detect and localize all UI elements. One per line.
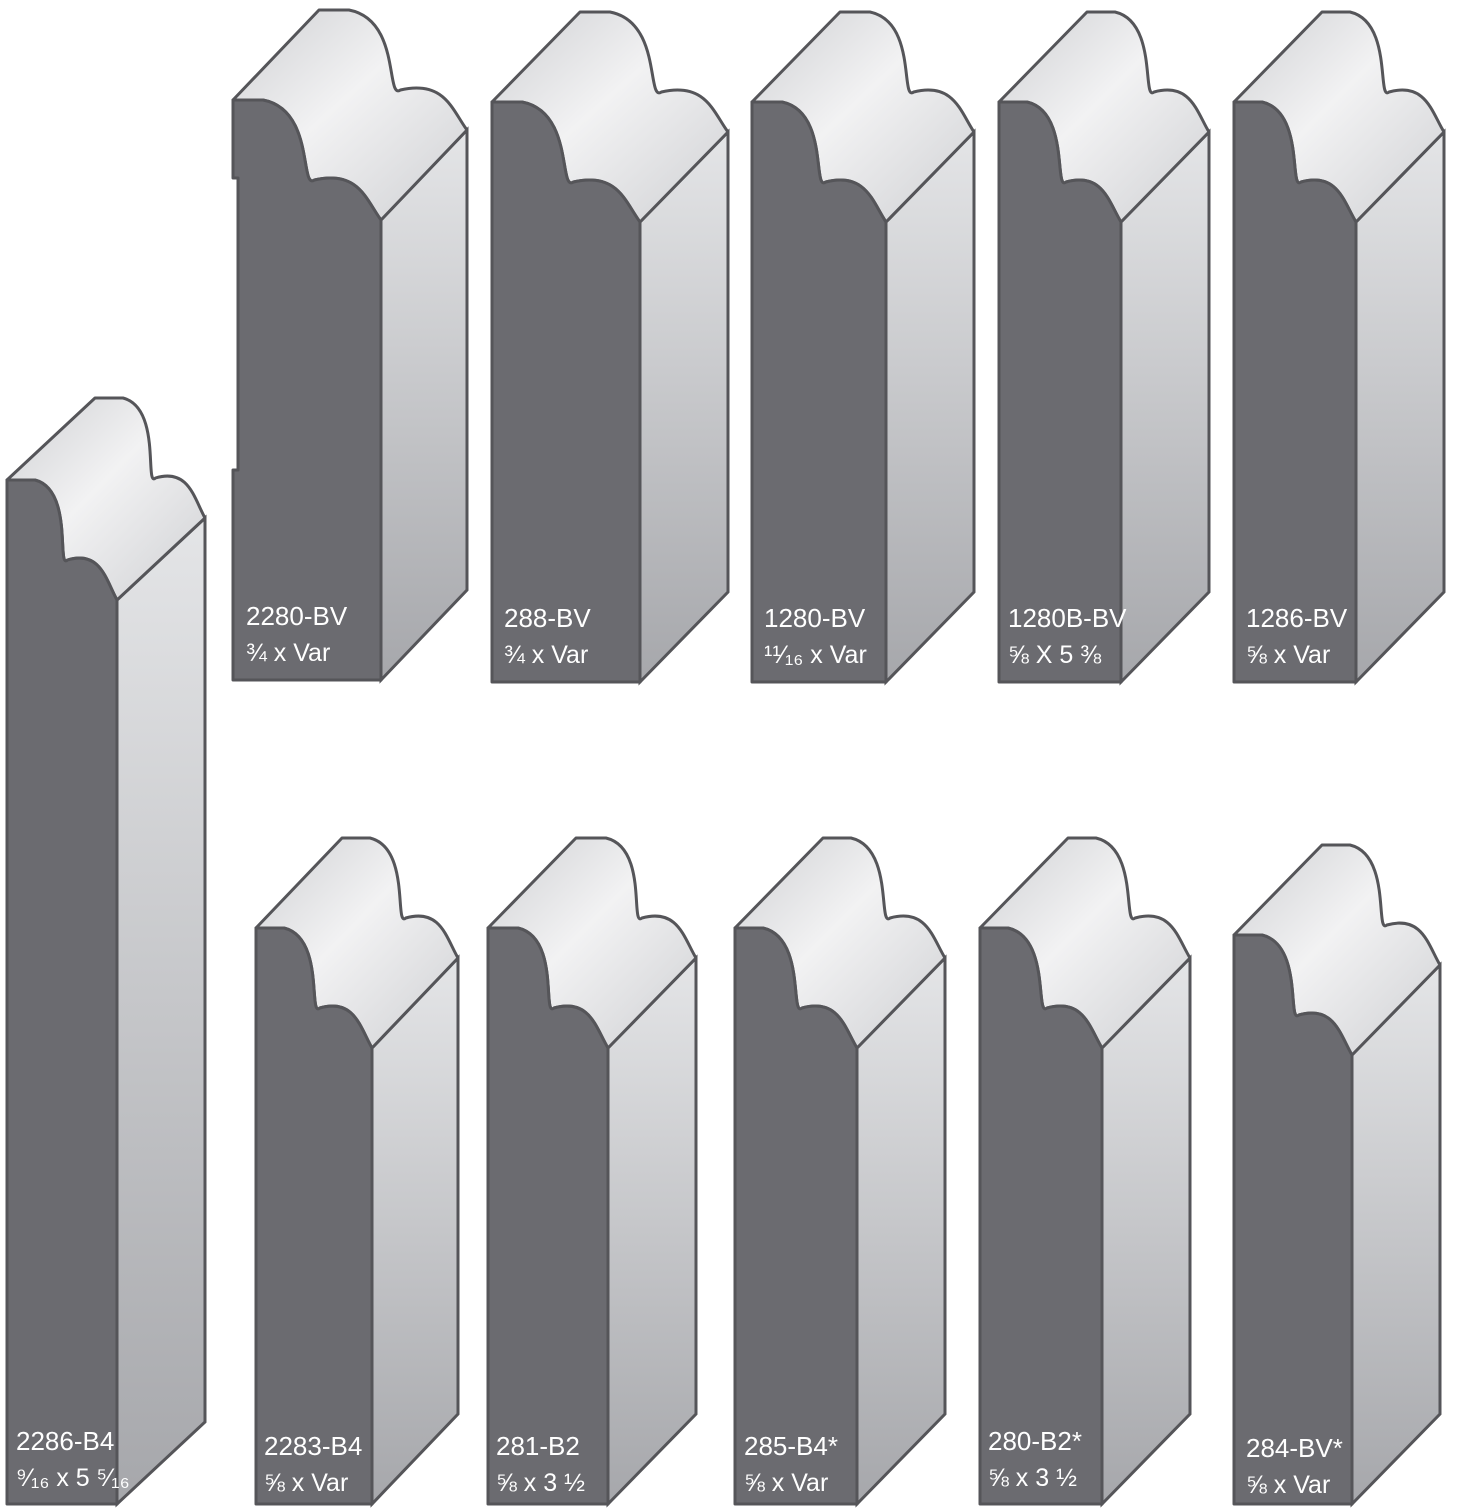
molding-profile-face xyxy=(997,100,1123,684)
molding-profile-face xyxy=(733,926,859,1506)
molding-288-BV: 288-BV ¾ x Var xyxy=(490,10,730,686)
molding-size-label: ⅝ x 3 ½ xyxy=(496,1469,585,1497)
molding-code-label: 288-BV xyxy=(504,603,591,633)
molding-profile-face xyxy=(5,478,119,1506)
molding-side-face xyxy=(638,128,730,686)
molding-side-face xyxy=(884,128,976,686)
molding-code-label: 280-B2* xyxy=(988,1426,1082,1456)
molding-profile-face xyxy=(750,100,888,684)
molding-code-label: 281-B2 xyxy=(496,1431,580,1461)
molding-profile-face xyxy=(231,98,383,682)
molding-code-label: 2280-BV xyxy=(246,601,348,631)
molding-size-label: ¾ x Var xyxy=(246,639,330,667)
molding-profile-face xyxy=(490,100,642,684)
molding-281-B2: 281-B2 ⅝ x 3 ½ xyxy=(486,836,698,1508)
molding-size-label: ¾ x Var xyxy=(504,641,588,669)
molding-code-label: 1280-BV xyxy=(764,603,866,633)
molding-280-B2: 280-B2* ⅝ x 3 ½ xyxy=(978,836,1192,1508)
molding-2283-B4: 2283-B4 ⅝ x Var xyxy=(254,836,460,1508)
molding-side-face xyxy=(1354,128,1446,686)
molding-profile-face xyxy=(1232,100,1358,684)
molding-side-face xyxy=(855,954,947,1508)
molding-side-face xyxy=(379,126,469,684)
molding-size-label: ⅝ x Var xyxy=(264,1469,348,1497)
molding-code-label: 285-B4* xyxy=(744,1431,838,1461)
molding-code-label: 2286-B4 xyxy=(16,1426,114,1456)
molding-size-label: ¹¹⁄₁₆ x Var xyxy=(764,641,867,669)
molding-code-label: 2283-B4 xyxy=(264,1431,362,1461)
molding-1280-BV: 1280-BV ¹¹⁄₁₆ x Var xyxy=(750,10,976,686)
molding-1286-BV: 1286-BV ⅝ x Var xyxy=(1232,10,1446,686)
molding-side-face xyxy=(1119,128,1211,686)
molding-side-face xyxy=(1350,961,1442,1508)
molding-profile-face xyxy=(978,926,1104,1506)
molding-profile-face xyxy=(1232,933,1354,1506)
molding-size-label: ⅝ x Var xyxy=(744,1469,828,1497)
molding-2280-BV: 2280-BV ¾ x Var xyxy=(231,8,469,684)
molding-1280B-BV: 1280B-BV ⅝ X 5 ⅜ xyxy=(997,10,1211,686)
molding-code-label: 284-BV* xyxy=(1246,1433,1343,1463)
molding-side-face xyxy=(115,514,207,1508)
molding-285-B4: 285-B4* ⅝ x Var xyxy=(733,836,947,1508)
molding-size-label: ⅝ X 5 ⅜ xyxy=(1008,641,1101,669)
molding-size-label: ⅝ x Var xyxy=(1246,641,1330,669)
molding-side-face xyxy=(606,954,698,1508)
molding-code-label: 1280B-BV xyxy=(1008,603,1127,633)
molding-side-face xyxy=(1100,954,1192,1508)
molding-code-label: 1286-BV xyxy=(1246,603,1348,633)
molding-profile-face xyxy=(486,926,610,1506)
molding-2286-B4: 2286-B4 ⁹⁄₁₆ x 5 ⁵⁄₁₆ xyxy=(5,396,207,1508)
molding-profile-face xyxy=(254,926,374,1506)
molding-size-label: ⅝ x 3 ½ xyxy=(988,1464,1077,1492)
molding-size-label: ⅝ x Var xyxy=(1246,1471,1330,1499)
molding-side-face xyxy=(370,954,460,1508)
molding-284-BV: 284-BV* ⅝ x Var xyxy=(1232,843,1442,1508)
molding-size-label: ⁹⁄₁₆ x 5 ⁵⁄₁₆ xyxy=(16,1464,130,1492)
